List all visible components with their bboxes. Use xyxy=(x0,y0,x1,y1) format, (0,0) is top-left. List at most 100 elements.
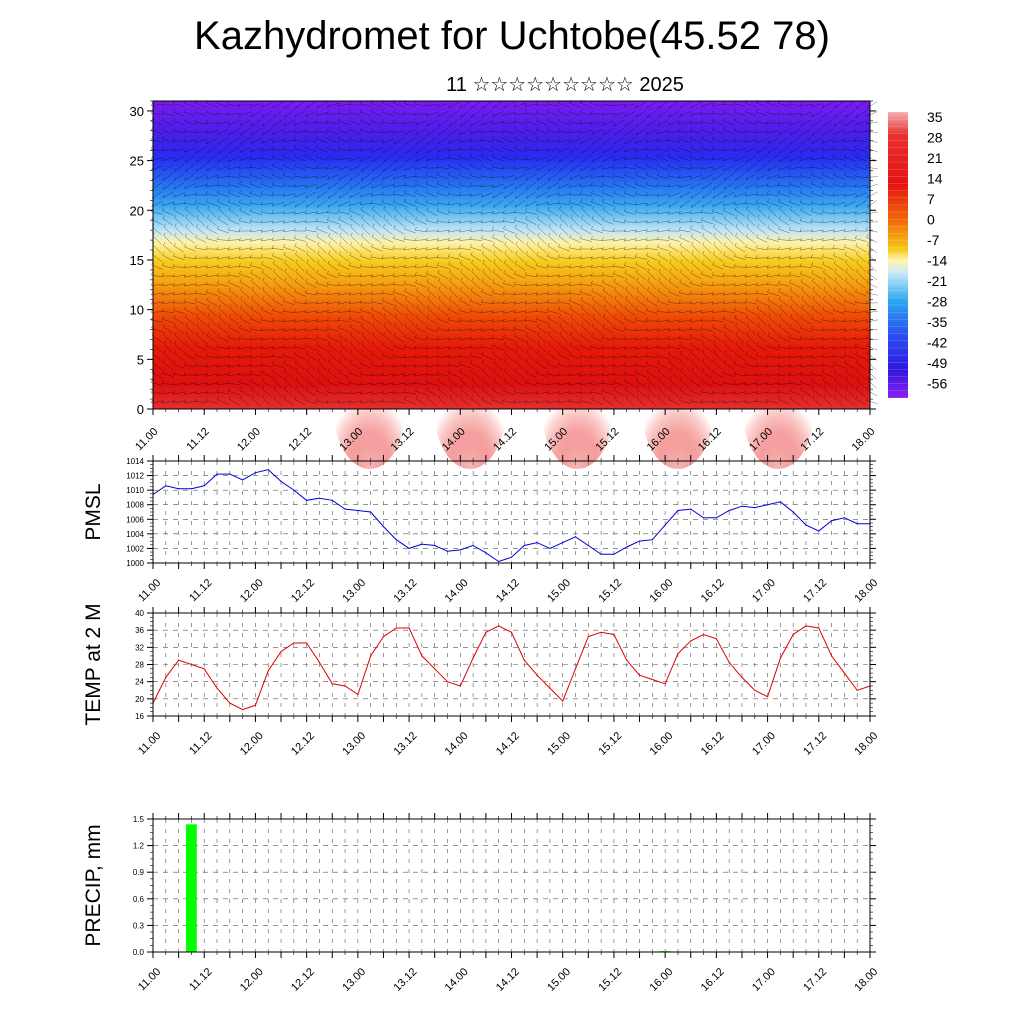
wind-barb xyxy=(700,111,703,115)
wind-barb xyxy=(689,329,703,331)
wind-barb xyxy=(260,246,263,250)
wind-barb xyxy=(602,132,605,136)
wind-barb xyxy=(283,290,295,298)
wind-barb xyxy=(480,219,483,224)
wind-barb xyxy=(195,373,207,377)
wind-barb xyxy=(569,102,581,108)
wind-barb xyxy=(370,274,373,278)
wind-barb xyxy=(194,184,197,188)
wind-barb xyxy=(546,299,549,303)
wind-barb xyxy=(679,234,682,238)
wind-barb xyxy=(195,305,198,309)
wind-barb xyxy=(217,155,229,163)
wind-barb xyxy=(536,302,548,304)
wind-barb xyxy=(833,252,836,256)
wind-barb xyxy=(371,147,383,153)
wind-barb xyxy=(338,201,350,207)
wind-barb xyxy=(317,352,327,362)
wind-barb xyxy=(437,338,449,340)
wind-barb xyxy=(491,136,494,140)
wind-barb xyxy=(822,166,834,170)
wind-barb xyxy=(272,171,275,176)
wind-barb xyxy=(250,346,262,350)
wind-barb xyxy=(338,177,341,181)
wind-barb xyxy=(293,343,296,348)
wind-barb xyxy=(195,274,207,278)
wind-barb xyxy=(492,279,495,283)
wind-barb xyxy=(206,164,218,172)
wind-barb xyxy=(348,147,351,151)
wind-barb xyxy=(459,337,471,341)
wind-barb xyxy=(261,148,273,152)
wind-barb xyxy=(525,121,537,125)
wind-barb xyxy=(746,344,756,352)
wind-barb xyxy=(415,112,427,116)
wind-barb xyxy=(403,356,417,358)
wind-barb xyxy=(591,198,594,203)
colorbar-label: 7 xyxy=(927,191,935,207)
wind-barb xyxy=(712,201,724,207)
wind-barb xyxy=(239,257,251,259)
wind-barb xyxy=(756,184,768,188)
wind-barb xyxy=(525,251,528,255)
wind-barb xyxy=(515,341,518,345)
wind-barb xyxy=(580,227,592,235)
wind-barb xyxy=(502,154,505,158)
wind-barb xyxy=(326,165,329,170)
wind-barb xyxy=(162,372,174,378)
wind-barb xyxy=(723,120,735,126)
wind-barb xyxy=(469,344,472,349)
wind-barb xyxy=(712,173,724,181)
wind-barb xyxy=(767,193,779,197)
wind-barb xyxy=(844,162,847,167)
wind-barb xyxy=(339,349,342,353)
wind-barb xyxy=(700,155,703,159)
wind-barb xyxy=(381,372,384,376)
wind-barb xyxy=(448,256,460,260)
wind-barb xyxy=(414,372,417,376)
wind-barb xyxy=(734,363,746,369)
wind-barb xyxy=(184,354,196,360)
wind-barb xyxy=(305,353,317,361)
wind-barb xyxy=(470,360,473,364)
wind-barb xyxy=(316,101,328,109)
wind-barb xyxy=(185,344,195,352)
wind-barb xyxy=(492,292,504,296)
wind-barb xyxy=(207,307,217,317)
wind-barb xyxy=(634,201,637,205)
wind-barb xyxy=(646,202,658,206)
wind-barb xyxy=(801,128,811,136)
wind-barb xyxy=(548,334,558,344)
wind-barb xyxy=(305,389,317,397)
wind-barb xyxy=(205,235,208,239)
wind-barb xyxy=(788,101,791,105)
wind-barb xyxy=(359,299,362,304)
wind-barb xyxy=(701,135,704,140)
wind-barb xyxy=(293,173,296,177)
wind-barb xyxy=(471,101,481,109)
wind-barb xyxy=(789,112,801,116)
wind-barb xyxy=(789,390,801,396)
wind-barb xyxy=(855,122,858,126)
wind-barb xyxy=(536,167,539,172)
wind-barb xyxy=(448,174,460,180)
wind-barb xyxy=(436,203,450,205)
wind-barb xyxy=(339,235,349,245)
wind-barb xyxy=(833,129,845,135)
wind-barb xyxy=(415,327,427,333)
wind-barb xyxy=(690,130,702,134)
data-point xyxy=(600,553,602,555)
wind-barb xyxy=(800,175,812,179)
wind-barb xyxy=(667,219,670,223)
wind-barb xyxy=(645,146,648,150)
wind-barb xyxy=(416,290,426,298)
wind-barb xyxy=(755,264,758,269)
wind-barb xyxy=(778,396,781,400)
wind-barb xyxy=(845,280,855,290)
wind-barb xyxy=(382,382,394,386)
wind-barb xyxy=(679,191,691,199)
wind-barb xyxy=(503,157,515,161)
wind-barb xyxy=(722,147,725,151)
wind-barb xyxy=(766,273,769,277)
wind-barb xyxy=(216,381,219,385)
